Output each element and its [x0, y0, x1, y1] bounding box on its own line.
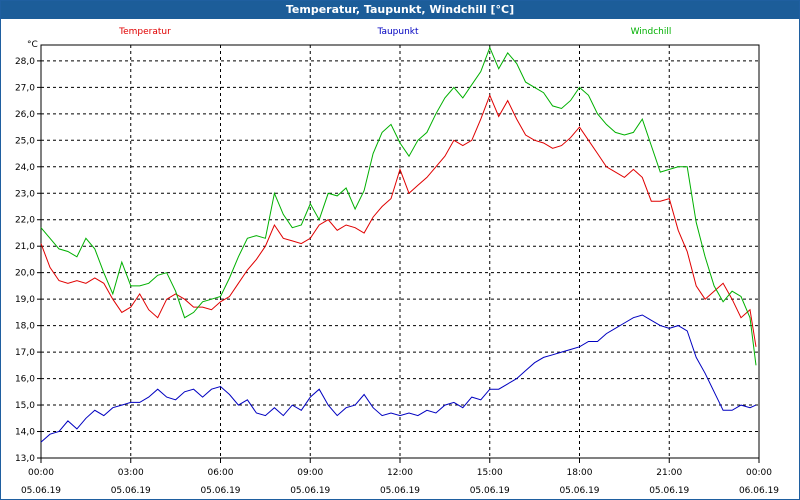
- y-tick-label: 25,0: [15, 136, 35, 146]
- legend-item-temperatur: Temperatur: [118, 27, 171, 37]
- y-tick-label: 17,0: [15, 348, 35, 358]
- y-tick-label: 15,0: [15, 401, 35, 411]
- axis-ticks: 13,0 14,0 15,0 16,0 17,0 18,0 19,0 20,0 21,0 22,0…: [15, 57, 779, 496]
- x-tick-date: 05.06.19: [649, 486, 689, 496]
- line-chart: 13,0 14,0 15,0 16,0 17,0 18,0 19,0 20,0 21,0 22,0…: [15, 27, 779, 496]
- x-tick-date: 06.06.19: [739, 486, 779, 496]
- x-tick-date: 05.06.19: [200, 486, 240, 496]
- x-tick-time: 12:00: [387, 468, 413, 478]
- y-tick-label: 20,0: [15, 269, 35, 279]
- grid-lines: [41, 45, 759, 458]
- y-axis-label: °C: [27, 40, 38, 50]
- y-tick-label: 18,0: [15, 322, 35, 332]
- legend: Temperatur Taupunkt Windchill: [118, 27, 671, 37]
- y-tick-label: 16,0: [15, 375, 35, 385]
- series-line-taupunkt: [40, 314, 757, 443]
- x-tick-date: 05.06.19: [111, 486, 151, 496]
- x-tick-time: 00:00: [746, 468, 772, 478]
- y-tick-label: 22,0: [15, 216, 35, 226]
- x-tick-time: 21:00: [656, 468, 682, 478]
- y-tick-label: 13,0: [15, 454, 35, 464]
- window-title: Temperatur, Taupunkt, Windchill [°C]: [1, 1, 799, 19]
- x-tick-time: 03:00: [118, 468, 144, 478]
- y-tick-label: 14,0: [15, 428, 35, 438]
- y-tick-label: 21,0: [15, 242, 35, 252]
- y-tick-label: 24,0: [15, 163, 35, 173]
- y-tick-label: 19,0: [15, 295, 35, 305]
- x-tick-date: 05.06.19: [559, 486, 599, 496]
- x-tick-time: 09:00: [297, 468, 323, 478]
- x-tick-time: 06:00: [208, 468, 234, 478]
- y-tick-label: 28,0: [15, 57, 35, 67]
- x-tick-time: 15:00: [477, 468, 503, 478]
- y-tick-label: 26,0: [15, 110, 35, 120]
- x-tick-date: 05.06.19: [380, 486, 420, 496]
- series-line-windchill: [40, 46, 757, 366]
- y-tick-label: 23,0: [15, 189, 35, 199]
- series-line-temperatur: [40, 93, 757, 347]
- legend-item-taupunkt: Taupunkt: [376, 27, 419, 37]
- legend-item-windchill: Windchill: [631, 27, 672, 37]
- x-tick-date: 05.06.19: [470, 486, 510, 496]
- y-tick-label: 27,0: [15, 83, 35, 93]
- x-tick-time: 18:00: [567, 468, 593, 478]
- x-tick-date: 05.06.19: [21, 486, 61, 496]
- x-tick-time: 00:00: [28, 468, 54, 478]
- x-tick-date: 05.06.19: [290, 486, 330, 496]
- series-lines: [40, 46, 757, 443]
